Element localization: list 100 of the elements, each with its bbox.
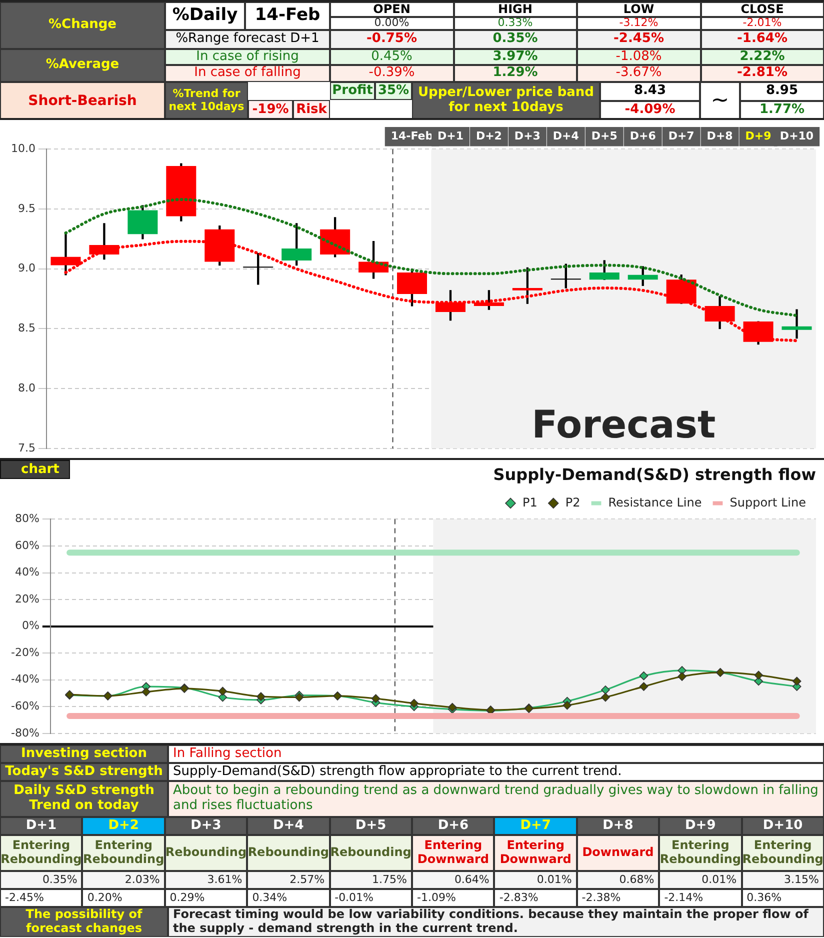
text: Entering Rebounding — [0, 835, 82, 871]
x-tick-label: D+3 — [514, 129, 540, 142]
point — [601, 692, 610, 702]
text: %Change — [0, 2, 165, 49]
point — [410, 698, 418, 708]
text: Upper/Lower price band for next 10days — [412, 82, 600, 120]
text: 1.29% — [454, 65, 577, 82]
text: -2.83% — [494, 889, 577, 907]
point — [754, 670, 763, 680]
y-tick-label: 20% — [14, 592, 40, 606]
point — [562, 700, 572, 710]
y-tick-label: 80% — [14, 512, 40, 526]
legend-label: Support Line — [730, 495, 806, 510]
text: -3.12% — [577, 16, 700, 30]
text: D+8 — [576, 817, 660, 835]
text: About to begin a rebounding trend as a downward trend gradually gives way to slowdown in falling and rises fluctuations — [168, 781, 824, 817]
text: 0.33% — [454, 16, 577, 30]
candlestick — [782, 309, 812, 339]
legend-label: P2 — [565, 495, 580, 510]
text: Entering Rebounding — [659, 835, 742, 871]
text: Forecast timing would be low variability conditions. because they maintain the proper flow of the supply - demand strength in the current trend. — [168, 907, 824, 937]
text: -0.39% — [330, 65, 454, 82]
text: The possibility of forecast changes — [0, 907, 168, 937]
text: D+6 — [412, 817, 494, 835]
text: D+3 — [164, 817, 248, 835]
text: -19% — [248, 100, 293, 120]
y-tick-label: 60% — [14, 538, 40, 552]
text: Supply-Demand(S&D) strength flow appropriate to the current trend. — [168, 763, 824, 781]
text: 35% — [375, 82, 412, 100]
x-tick-label: D+8 — [706, 129, 733, 142]
text: D+2 — [82, 817, 165, 835]
text: LOW — [577, 2, 700, 17]
text: In case of rising — [165, 48, 330, 65]
x-tick-label: D+10 — [780, 129, 814, 142]
text: 0.01% — [494, 871, 577, 889]
y-tick-label: 9.0 — [18, 262, 36, 275]
point — [792, 676, 802, 686]
point — [256, 692, 266, 701]
text: Rebounding — [164, 835, 248, 871]
legend-label: P1 — [522, 495, 538, 510]
text: -2.81% — [700, 65, 824, 82]
text: Investing section — [0, 745, 168, 763]
text: D+10 — [742, 817, 824, 835]
point — [639, 682, 648, 691]
text: 3.61% — [164, 871, 248, 889]
text: 2.22% — [700, 48, 824, 65]
y-tick-label: 10.0 — [10, 142, 36, 156]
text: In case of falling — [165, 65, 330, 82]
text: 3.15% — [742, 871, 824, 889]
x-tick-label: D+6 — [630, 129, 656, 142]
text: D+5 — [330, 817, 412, 835]
text: CLOSE — [700, 2, 824, 17]
text: %Average — [0, 49, 165, 82]
text: -2.01% — [700, 16, 824, 30]
text: -4.09% — [600, 101, 700, 120]
x-tick-label: D+4 — [552, 129, 580, 142]
y-tick-label: 40% — [14, 566, 40, 579]
text: Risk — [293, 100, 330, 120]
band-label: Forecast — [532, 402, 716, 446]
text: 0.35% — [454, 30, 577, 49]
text: Rebounding — [330, 835, 412, 871]
text: -0.01% — [330, 889, 412, 907]
text: ~ — [700, 82, 740, 120]
text: -1.08% — [577, 48, 700, 65]
text: OPEN — [330, 2, 454, 17]
y-tick-label: 8.0 — [18, 381, 36, 394]
text: -1.09% — [412, 889, 494, 907]
text: 8.95 — [740, 82, 824, 101]
text: 0.29% — [164, 889, 248, 907]
text: 0.68% — [576, 871, 660, 889]
text: -2.45% — [0, 889, 82, 907]
text: Profit — [330, 82, 375, 100]
y-tick-label: -40% — [10, 672, 40, 686]
text: 0.64% — [412, 871, 494, 889]
text: Today's S&D strength — [0, 763, 168, 781]
x-tick-label: D+7 — [668, 129, 694, 142]
text: 2.57% — [247, 871, 330, 889]
text: 0.45% — [330, 48, 454, 65]
y-tick-label: 7.5 — [18, 441, 36, 454]
x-tick-label: D+5 — [591, 129, 618, 142]
text: Entering Downward — [494, 835, 577, 871]
text: In Falling section — [168, 745, 824, 763]
text: 2.03% — [82, 871, 165, 889]
text: 1.77% — [740, 101, 824, 120]
y-tick-label: 8.5 — [18, 322, 36, 335]
text: Entering Rebounding — [82, 835, 165, 871]
text: chart — [0, 460, 70, 479]
text: D+4 — [247, 817, 330, 835]
text: HIGH — [454, 2, 577, 17]
point — [678, 672, 686, 681]
text: 0.20% — [82, 889, 165, 907]
point — [639, 671, 648, 680]
text: Rebounding — [247, 835, 330, 871]
x-tick-label: 14-Feb — [390, 129, 434, 142]
text: 0.36% — [742, 889, 824, 907]
text: Entering Downward — [412, 835, 494, 871]
text: D+1 — [0, 817, 82, 835]
text: -1.64% — [700, 30, 824, 49]
x-tick-label: D+2 — [476, 129, 502, 142]
text: D+9 — [659, 817, 742, 835]
